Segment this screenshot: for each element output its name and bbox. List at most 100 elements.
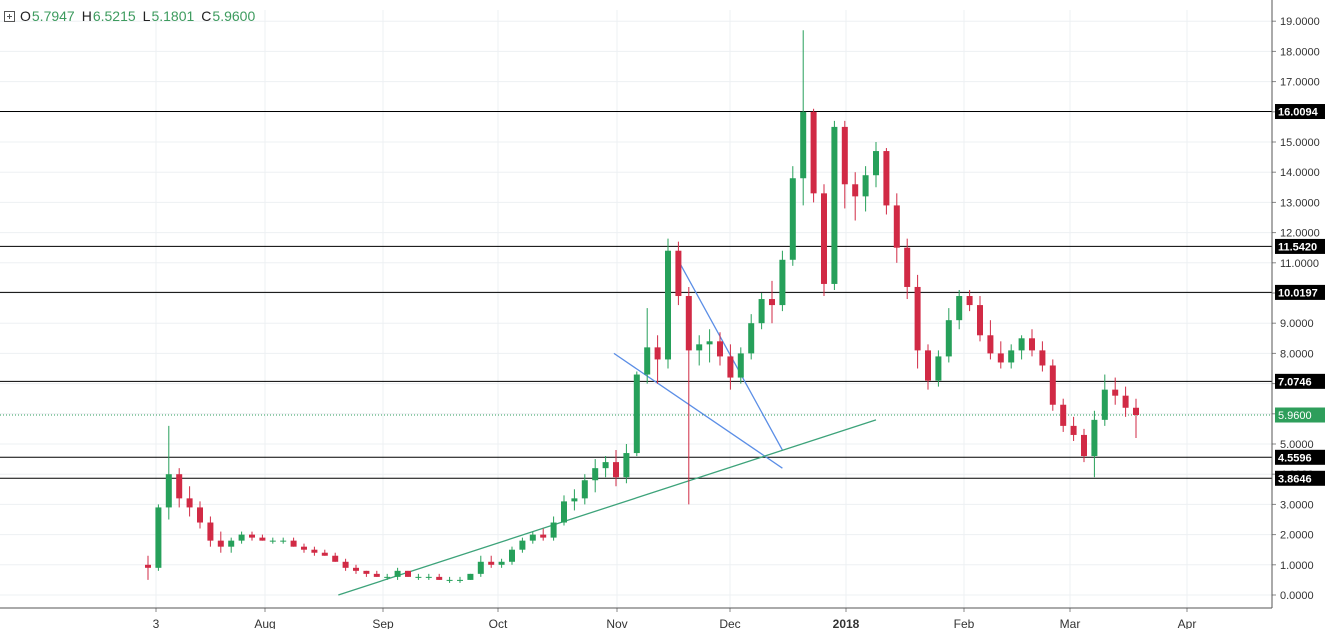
candle-body — [290, 540, 297, 547]
candle-body — [831, 126, 838, 284]
candle-body — [883, 151, 890, 206]
y-tick-label: 19.0000 — [1280, 16, 1320, 28]
candle-body — [394, 570, 401, 577]
candle-body — [249, 534, 255, 538]
candles — [145, 30, 1139, 583]
x-tick-label[interactable]: Dec — [719, 617, 740, 631]
level-price-tag — [1275, 449, 1325, 465]
candle-body — [467, 573, 474, 580]
high-value: 6.5215 — [92, 8, 136, 24]
candle-body — [207, 522, 214, 541]
level-price-tag — [1275, 470, 1325, 486]
candle-body — [363, 570, 370, 574]
candle-body — [862, 175, 869, 197]
candle-body — [186, 498, 193, 508]
y-tick-label: 18.0000 — [1280, 46, 1320, 58]
candle-body — [425, 576, 432, 578]
candle-body — [821, 193, 827, 284]
candle-body — [301, 546, 307, 550]
candle-body — [145, 564, 151, 568]
candle-body — [1081, 434, 1087, 457]
candle-body — [509, 549, 515, 562]
candle-body — [717, 341, 723, 357]
candle-body — [810, 111, 817, 194]
candle-body — [852, 184, 859, 197]
candle-body — [914, 286, 921, 351]
candle-body — [1133, 407, 1139, 416]
y-tick-label: 12.0000 — [1280, 228, 1320, 240]
level-price-label: 16.0094 — [1278, 107, 1319, 119]
candle-body — [748, 323, 755, 354]
level-price-tag — [1275, 238, 1325, 254]
candle-body — [1060, 404, 1067, 426]
candle-body — [415, 576, 422, 578]
candle-body — [665, 250, 671, 360]
candle-body — [1008, 350, 1015, 363]
candle-body — [1029, 338, 1035, 351]
candle-body — [373, 573, 380, 577]
candle-body — [197, 507, 203, 523]
level-price-label: 4.5596 — [1278, 452, 1312, 464]
candle-body — [873, 151, 879, 176]
level-price-label: 7.0746 — [1278, 376, 1312, 388]
x-tick-label[interactable]: Mar — [1060, 617, 1081, 631]
candle-body — [1049, 365, 1056, 405]
y-tick-label: 2.0000 — [1280, 530, 1314, 542]
candle-body — [436, 576, 443, 580]
price-axis[interactable]: 0.00001.00002.00003.00004.00005.00006.00… — [1271, 0, 1320, 608]
x-tick-label[interactable]: Oct — [489, 617, 508, 631]
candle-body — [550, 522, 557, 538]
candle-body — [561, 501, 567, 523]
candle-body — [217, 540, 224, 547]
candle-body — [384, 576, 391, 578]
x-tick-label[interactable]: Apr — [1178, 617, 1197, 631]
expand-icon[interactable] — [4, 10, 15, 22]
candle-body — [540, 534, 547, 538]
y-tick-label: 15.0000 — [1280, 137, 1320, 149]
candle-body — [893, 205, 900, 248]
candle-body — [1070, 425, 1077, 435]
candle-body — [727, 356, 734, 378]
close-label: C — [201, 8, 212, 24]
candle-body — [925, 350, 931, 381]
x-tick-label[interactable]: 3 — [153, 617, 160, 631]
open-label: O — [20, 8, 31, 24]
ohlc-legend: O 5.7947 H 6.5215 L 5.1801 C 5.9600 — [4, 6, 255, 26]
trendline-rising-support[interactable] — [338, 419, 877, 596]
trendline-upper-falling[interactable] — [675, 256, 783, 451]
x-tick-label[interactable]: Aug — [254, 617, 275, 631]
candle-body — [332, 555, 339, 562]
x-tick-label[interactable]: Feb — [954, 617, 975, 631]
candle-body — [176, 474, 183, 499]
candle-body — [654, 347, 661, 360]
y-tick-label: 9.0000 — [1280, 318, 1314, 330]
x-tick-label[interactable]: Sep — [372, 617, 394, 631]
candle-body — [904, 247, 911, 287]
candle-body — [353, 567, 359, 571]
candle-body — [457, 579, 463, 581]
candle-body — [1039, 350, 1046, 366]
candle-body — [405, 570, 411, 577]
trendlines[interactable] — [338, 256, 877, 596]
candle-body — [956, 296, 963, 321]
candle-body — [311, 549, 318, 553]
x-tick-label[interactable]: Nov — [606, 617, 627, 631]
candle-body — [1122, 395, 1129, 408]
candle-body — [1018, 338, 1025, 351]
price-labels: 16.0094 11.5420 10.0197 7.0746 4.5596 3.8646 5… — [1275, 104, 1325, 486]
candle-body — [633, 374, 640, 454]
candle-body — [165, 474, 172, 508]
level-price-tag — [1275, 373, 1325, 389]
candle-body — [581, 480, 588, 499]
candle-body — [644, 347, 651, 375]
level-price-tag — [1275, 284, 1325, 300]
time-axis[interactable]: 3 Aug Sep Oct Nov Dec 2018 Feb Mar Apr — [0, 607, 1272, 631]
low-label: L — [142, 8, 151, 24]
level-price-tag — [1275, 104, 1325, 120]
open-value: 5.7947 — [31, 8, 75, 24]
x-tick-label[interactable]: 2018 — [833, 617, 860, 631]
trendline-lower-falling[interactable] — [613, 352, 783, 469]
candle-body — [571, 498, 578, 502]
